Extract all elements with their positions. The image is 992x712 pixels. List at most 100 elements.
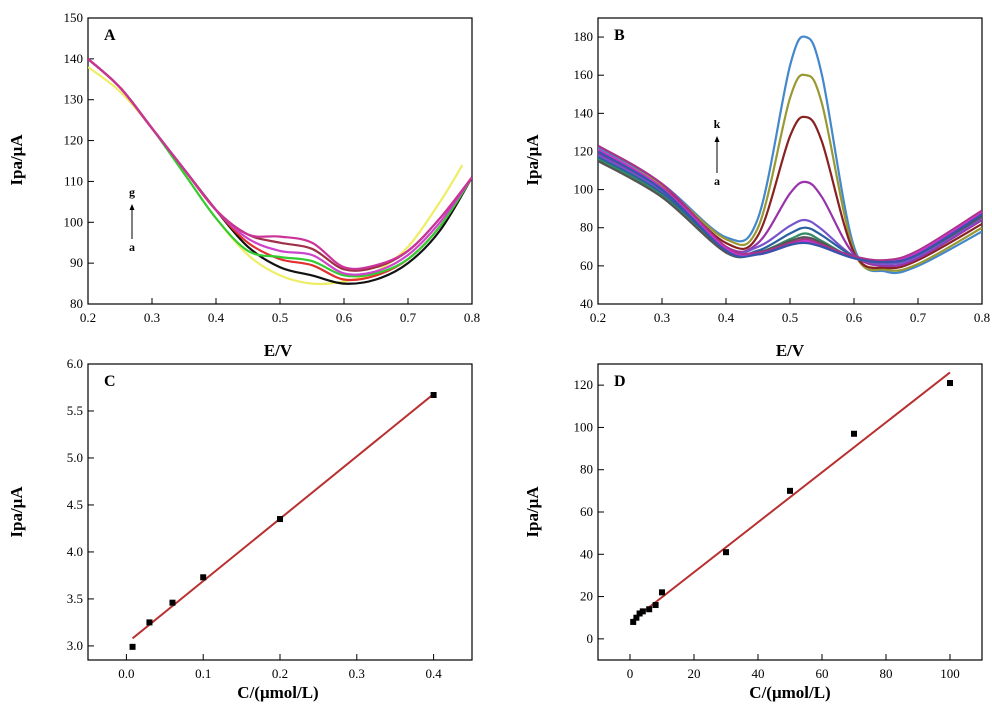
y-tick-label: 120 — [574, 377, 594, 392]
y-axis-label: Ipa/μA — [523, 486, 542, 538]
data-point — [636, 610, 643, 617]
x-axis-label: C/(μmol/L) — [749, 683, 830, 702]
plot-frame — [87, 17, 473, 305]
y-tick-label: 100 — [64, 214, 84, 229]
data-point — [430, 392, 437, 399]
annotation-top: g — [129, 185, 135, 199]
y-axis-label: Ipa/μA — [7, 134, 26, 186]
y-tick-label: 80 — [580, 220, 593, 235]
x-tick-label: 0.6 — [336, 310, 353, 325]
y-tick-label: 3.0 — [67, 638, 83, 653]
annotation-bottom: a — [714, 174, 720, 188]
x-tick-label: 0.3 — [654, 310, 670, 325]
series-line-2 — [598, 73, 982, 272]
data-point — [723, 549, 729, 556]
data-point — [633, 614, 640, 621]
x-tick-label: 0.5 — [782, 310, 798, 325]
data-point — [200, 574, 207, 581]
y-tick-label: 140 — [64, 51, 84, 66]
x-axis-label: C/(μmol/L) — [237, 683, 318, 702]
panel-label: D — [614, 373, 626, 390]
data-point — [277, 516, 283, 523]
y-tick-label: 100 — [574, 182, 594, 197]
fit-line — [630, 371, 951, 622]
panel-b: 0.2 0.3 0.4 0.5 0.6 0.7 0.8 40 60 80 100 120 140 160 1… — [523, 17, 990, 360]
x-tick-label: 0.5 — [272, 310, 288, 325]
y-tick-label: 5.0 — [67, 450, 83, 465]
x-tick-label: 0.8 — [464, 310, 480, 325]
x-tick-label: 0.2 — [80, 310, 96, 325]
fit-line — [131, 393, 435, 640]
data-point — [646, 606, 653, 613]
x-tick-label: 80 — [880, 666, 893, 681]
plot-frame — [597, 363, 983, 661]
x-tick-label: 0.7 — [400, 310, 417, 325]
x-tick-label: 40 — [752, 666, 765, 681]
data-point — [169, 599, 176, 606]
x-tick-label: 0.6 — [846, 310, 863, 325]
y-tick-label: 80 — [70, 296, 83, 311]
y-tick-label: 40 — [580, 546, 593, 561]
series-line-9 — [598, 144, 982, 262]
x-axis-label: E/V — [776, 341, 805, 360]
y-tick-label: 150 — [64, 10, 84, 25]
data-point — [659, 589, 665, 596]
series-line-11 — [598, 150, 982, 264]
x-tick-label: 20 — [688, 666, 701, 681]
data-point — [639, 608, 646, 615]
data-point — [787, 487, 793, 494]
x-tick-label: 0.1 — [195, 666, 211, 681]
y-tick-label: 120 — [64, 133, 84, 148]
x-axis-label: E/V — [264, 341, 293, 360]
x-tick-label: 0.3 — [144, 310, 160, 325]
data-point — [947, 380, 953, 387]
data-point — [630, 618, 637, 625]
y-tick-label: 60 — [580, 258, 593, 273]
y-tick-label: 160 — [574, 67, 594, 82]
panel-label: C — [104, 373, 116, 390]
panel-label: A — [104, 27, 116, 44]
x-tick-label: 0.7 — [910, 310, 927, 325]
y-tick-label: 5.5 — [67, 403, 83, 418]
x-tick-label: 0 — [627, 666, 634, 681]
y-tick-label: 130 — [64, 92, 84, 107]
y-tick-label: 4.5 — [67, 497, 83, 512]
panel-d: 0 20 40 60 80 100 0 20 40 60 80 100 120 C/(μmol/L) Ipa… — [523, 363, 983, 702]
x-tick-label: 0.0 — [118, 666, 134, 681]
panel-c: 0.0 0.1 0.2 0.3 0.4 3.0 3.5 4.0 4.5 5.0 5.5 6.0 C/(μ… — [7, 356, 473, 702]
y-tick-label: 120 — [574, 143, 594, 158]
x-tick-label: 0.4 — [718, 310, 735, 325]
y-tick-label: 4.0 — [67, 544, 83, 559]
y-tick-label: 180 — [574, 29, 594, 44]
series-line-7 — [88, 58, 472, 271]
series-line-1 — [598, 35, 982, 275]
data-point — [652, 602, 659, 609]
x-tick-label: 0.2 — [590, 310, 606, 325]
y-tick-label: 3.5 — [67, 591, 83, 606]
data-point — [851, 430, 857, 437]
y-tick-label: 0 — [587, 631, 594, 646]
annotation-top: k — [714, 117, 721, 131]
y-tick-label: 90 — [70, 255, 83, 270]
y-tick-label: 6.0 — [67, 356, 83, 371]
y-tick-label: 100 — [574, 419, 594, 434]
x-tick-label: 0.8 — [974, 310, 990, 325]
arrow-head-icon — [129, 204, 135, 210]
y-tick-label: 80 — [580, 462, 593, 477]
annotation-bottom: a — [129, 240, 135, 254]
y-axis-label: Ipa/μA — [7, 486, 26, 538]
x-tick-label: 100 — [940, 666, 960, 681]
y-tick-label: 40 — [580, 296, 593, 311]
panel-a: 0.2 0.3 0.4 0.5 0.6 0.7 0.8 80 90 100 110 120 130 140… — [7, 10, 480, 360]
y-tick-label: 140 — [574, 105, 594, 120]
y-tick-label: 110 — [64, 173, 83, 188]
x-tick-label: 0.2 — [272, 666, 288, 681]
x-tick-label: 0.4 — [208, 310, 225, 325]
y-tick-label: 20 — [580, 589, 593, 604]
y-tick-label: 60 — [580, 504, 593, 519]
data-point — [146, 619, 153, 626]
arrow-head-icon — [714, 136, 720, 142]
x-tick-label: 60 — [816, 666, 829, 681]
